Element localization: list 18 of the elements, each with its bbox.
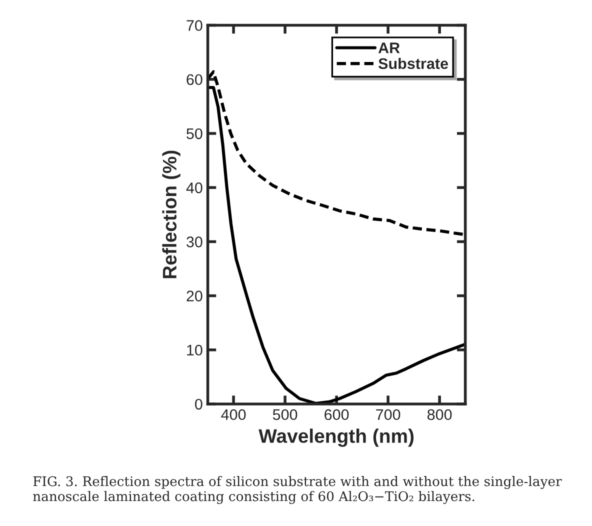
- y-tick-label: 40: [186, 182, 202, 194]
- y-axis-title: Reflection (%): [162, 150, 180, 278]
- y-tick-label: 50: [186, 128, 202, 140]
- x-tick-label: 700: [376, 409, 400, 420]
- y-tick-label: 70: [186, 20, 202, 31]
- y-tick-label: 10: [187, 344, 202, 356]
- y-tick-label: 30: [186, 236, 202, 248]
- y-tick-label: 60: [186, 74, 202, 86]
- legend-label: Substrate: [378, 58, 448, 70]
- legend-label: AR: [378, 42, 400, 54]
- x-tick-label: 800: [427, 409, 452, 420]
- caption: FIG. 3. Reflection spectra of silicon substrate with and without the single-layer nanoscale laminated coating consisting of 60 Al₂O₃−TiO₂ bilayers.: [33, 476, 562, 504]
- y-tick-label: 0: [195, 398, 202, 410]
- x-tick-label: 600: [324, 409, 349, 420]
- y-tick-label: 20: [186, 290, 202, 302]
- x-tick-label: 400: [221, 409, 246, 420]
- x-tick-label: 500: [272, 409, 298, 420]
- x-axis-title: Wavelength (nm): [258, 428, 414, 447]
